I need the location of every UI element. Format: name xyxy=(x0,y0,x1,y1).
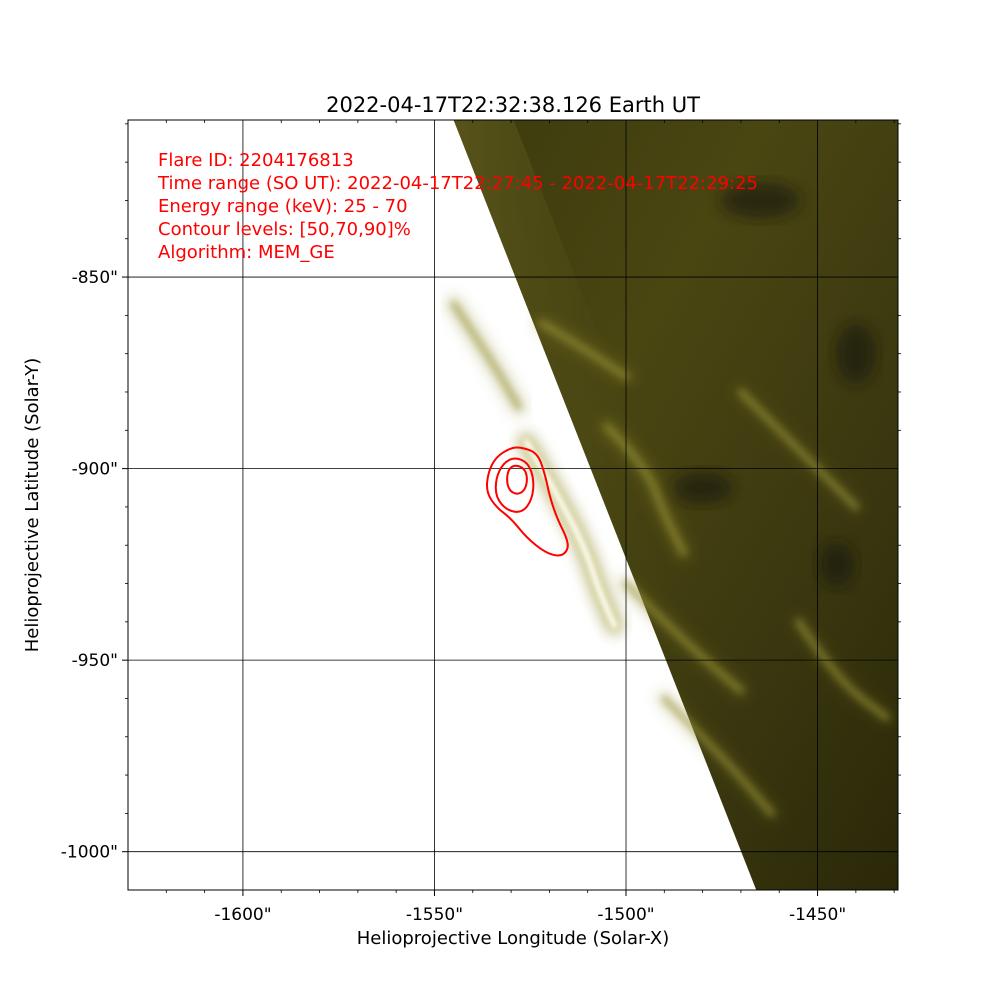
contour-70 xyxy=(494,457,535,513)
coronal-loops xyxy=(444,294,896,823)
annotation-line: Contour levels: [50,70,90]% xyxy=(158,219,411,240)
contour-90 xyxy=(506,464,528,495)
y-tick-label: -850" xyxy=(72,268,118,288)
grid-lines xyxy=(128,120,898,890)
stix-contours xyxy=(485,446,569,557)
x-tick-label: -1600" xyxy=(214,905,271,925)
y-tick-label: -950" xyxy=(72,651,118,671)
dark-patch xyxy=(818,542,855,587)
loop-highlight xyxy=(524,439,617,628)
dark-patch xyxy=(672,471,733,504)
dark-patch xyxy=(720,182,801,219)
y-tick-label: -1000" xyxy=(61,843,118,863)
y-axis-label: Helioprojective Latitude (Solar-Y) xyxy=(22,358,43,652)
x-axis-label: Helioprojective Longitude (Solar-X) xyxy=(357,928,670,949)
dark-patch xyxy=(835,323,876,384)
annotation-line: Energy range (keV): 25 - 70 xyxy=(158,196,408,217)
loop-core xyxy=(538,320,630,380)
y-tick-label: -900" xyxy=(72,460,118,480)
loop-core xyxy=(737,388,859,510)
loop-core xyxy=(603,423,687,556)
limb-brightening xyxy=(453,120,817,890)
x-tick-label: -1500" xyxy=(597,905,654,925)
x-tick-label: -1550" xyxy=(406,905,463,925)
annotation-line: Algorithm: MEM_GE xyxy=(158,242,335,263)
axis-ticks: -1600" -1550" -1500" -1450" -850" -900" -950" -… xyxy=(61,120,901,925)
annotation-line: Flare ID: 2204176813 xyxy=(158,150,354,171)
aia-image xyxy=(444,120,898,890)
dark-regions xyxy=(672,182,876,587)
loop-core xyxy=(623,580,744,694)
contour-50 xyxy=(485,446,569,557)
chart-title: 2022-04-17T22:32:38.126 Earth UT xyxy=(326,93,700,117)
annotation-line: Time range (SO UT): 2022-04-17T22:27:45 … xyxy=(157,173,758,194)
plot-frame xyxy=(127,119,899,891)
loop-core xyxy=(661,695,775,817)
x-tick-label: -1450" xyxy=(789,905,846,925)
loop-core xyxy=(795,618,890,721)
loop-core xyxy=(450,300,522,411)
